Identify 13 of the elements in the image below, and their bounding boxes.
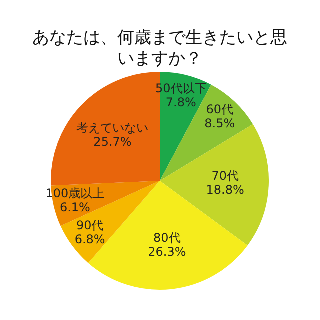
- data-label: 7.8%: [166, 96, 196, 110]
- slice-label: 考えていない: [76, 120, 149, 135]
- data-label: 26.3%: [148, 245, 186, 260]
- data-label: 18.8%: [206, 183, 244, 197]
- data-label: 6.8%: [74, 232, 106, 246]
- data-label: 25.7%: [94, 134, 132, 149]
- chart-title: あなたは、何歳まで生きたいと思いますか？: [32, 28, 288, 71]
- data-label: 6.1%: [60, 200, 90, 214]
- slice-label: 80代: [154, 231, 181, 246]
- slice-label: 90代: [76, 218, 104, 232]
- slice-label: 60代: [206, 102, 234, 117]
- data-label: 8.5%: [204, 116, 236, 131]
- slice-label: 70代: [212, 169, 239, 183]
